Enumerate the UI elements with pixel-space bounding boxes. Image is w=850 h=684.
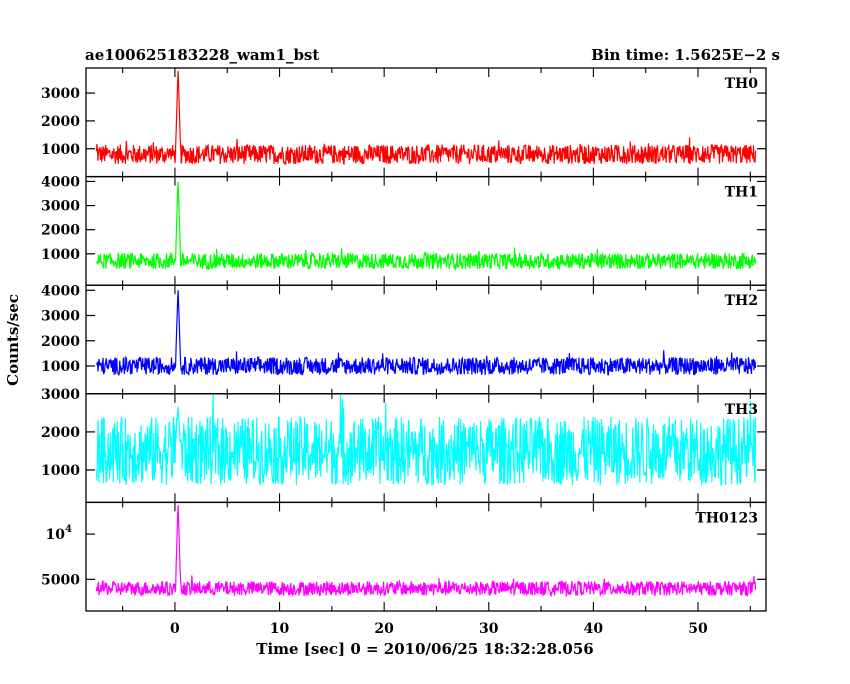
y-tick-label: 1000 xyxy=(41,142,80,158)
x-tick-label: 10 xyxy=(270,621,290,637)
y-tick-label: 3000 xyxy=(41,199,80,215)
x-tick-label: 50 xyxy=(688,621,708,637)
y-tick-label: 2000 xyxy=(41,114,80,130)
panel-th0: 1000 2000 3000 TH0 xyxy=(41,67,767,178)
y-tick-label: 2000 xyxy=(41,223,80,239)
y-tick-label: 1000 xyxy=(41,359,80,375)
x-tick-label: 20 xyxy=(374,621,394,637)
panel-frame xyxy=(85,175,767,286)
x-axis-title: Time [sec] 0 = 2010/06/25 18:32:28.056 xyxy=(256,640,593,658)
y-tick-label: 4000 xyxy=(41,283,80,299)
y-tick-label: 104 xyxy=(46,524,72,543)
y-tick-label: 3000 xyxy=(41,309,80,325)
panel-label: TH1 xyxy=(725,185,758,201)
panel-label: TH2 xyxy=(725,293,758,309)
bin-time-label: Bin time: 1.5625E−2 s xyxy=(591,46,780,64)
panels-layer: 1000 2000 3000 TH0 1000 2000 3000 4000 TH1 1000 20… xyxy=(41,67,767,637)
series-line-th2 xyxy=(96,290,757,376)
y-tick-label: 2000 xyxy=(41,334,80,350)
chart-title: ae100625183228_wam1_bst xyxy=(85,46,319,64)
series-line-th0123 xyxy=(95,505,757,598)
y-tick-label: 3000 xyxy=(41,387,80,403)
series-line-th3 xyxy=(95,393,757,487)
panel-label: TH3 xyxy=(725,402,758,418)
panel-frame xyxy=(85,284,767,395)
panel-th1: 1000 2000 3000 4000 TH1 xyxy=(41,174,767,286)
panel-th0123: 5000 104 TH0123 xyxy=(41,501,767,612)
x-tick-label: 30 xyxy=(479,621,499,637)
y-tick-label: 3000 xyxy=(41,86,80,102)
panel-label: TH0123 xyxy=(695,510,758,526)
y-tick-label: 2000 xyxy=(41,425,80,441)
y-tick-label: 1000 xyxy=(41,463,80,479)
series-line-th1 xyxy=(95,181,757,272)
panel-th2: 1000 2000 3000 4000 TH2 xyxy=(41,283,767,395)
y-axis-title: Counts/sec xyxy=(4,294,22,386)
x-tick-label: 40 xyxy=(584,621,604,637)
y-tick-label: 5000 xyxy=(41,572,80,588)
y-tick-label: 1000 xyxy=(41,247,80,263)
x-tick-label: 0 xyxy=(170,621,180,637)
panel-frame xyxy=(85,501,767,612)
y-tick-label: 4000 xyxy=(41,174,80,190)
series-line-th0 xyxy=(95,70,757,166)
panel-th3: 1000 2000 3000 TH3 xyxy=(41,387,767,504)
panel-label: TH0 xyxy=(725,76,759,92)
